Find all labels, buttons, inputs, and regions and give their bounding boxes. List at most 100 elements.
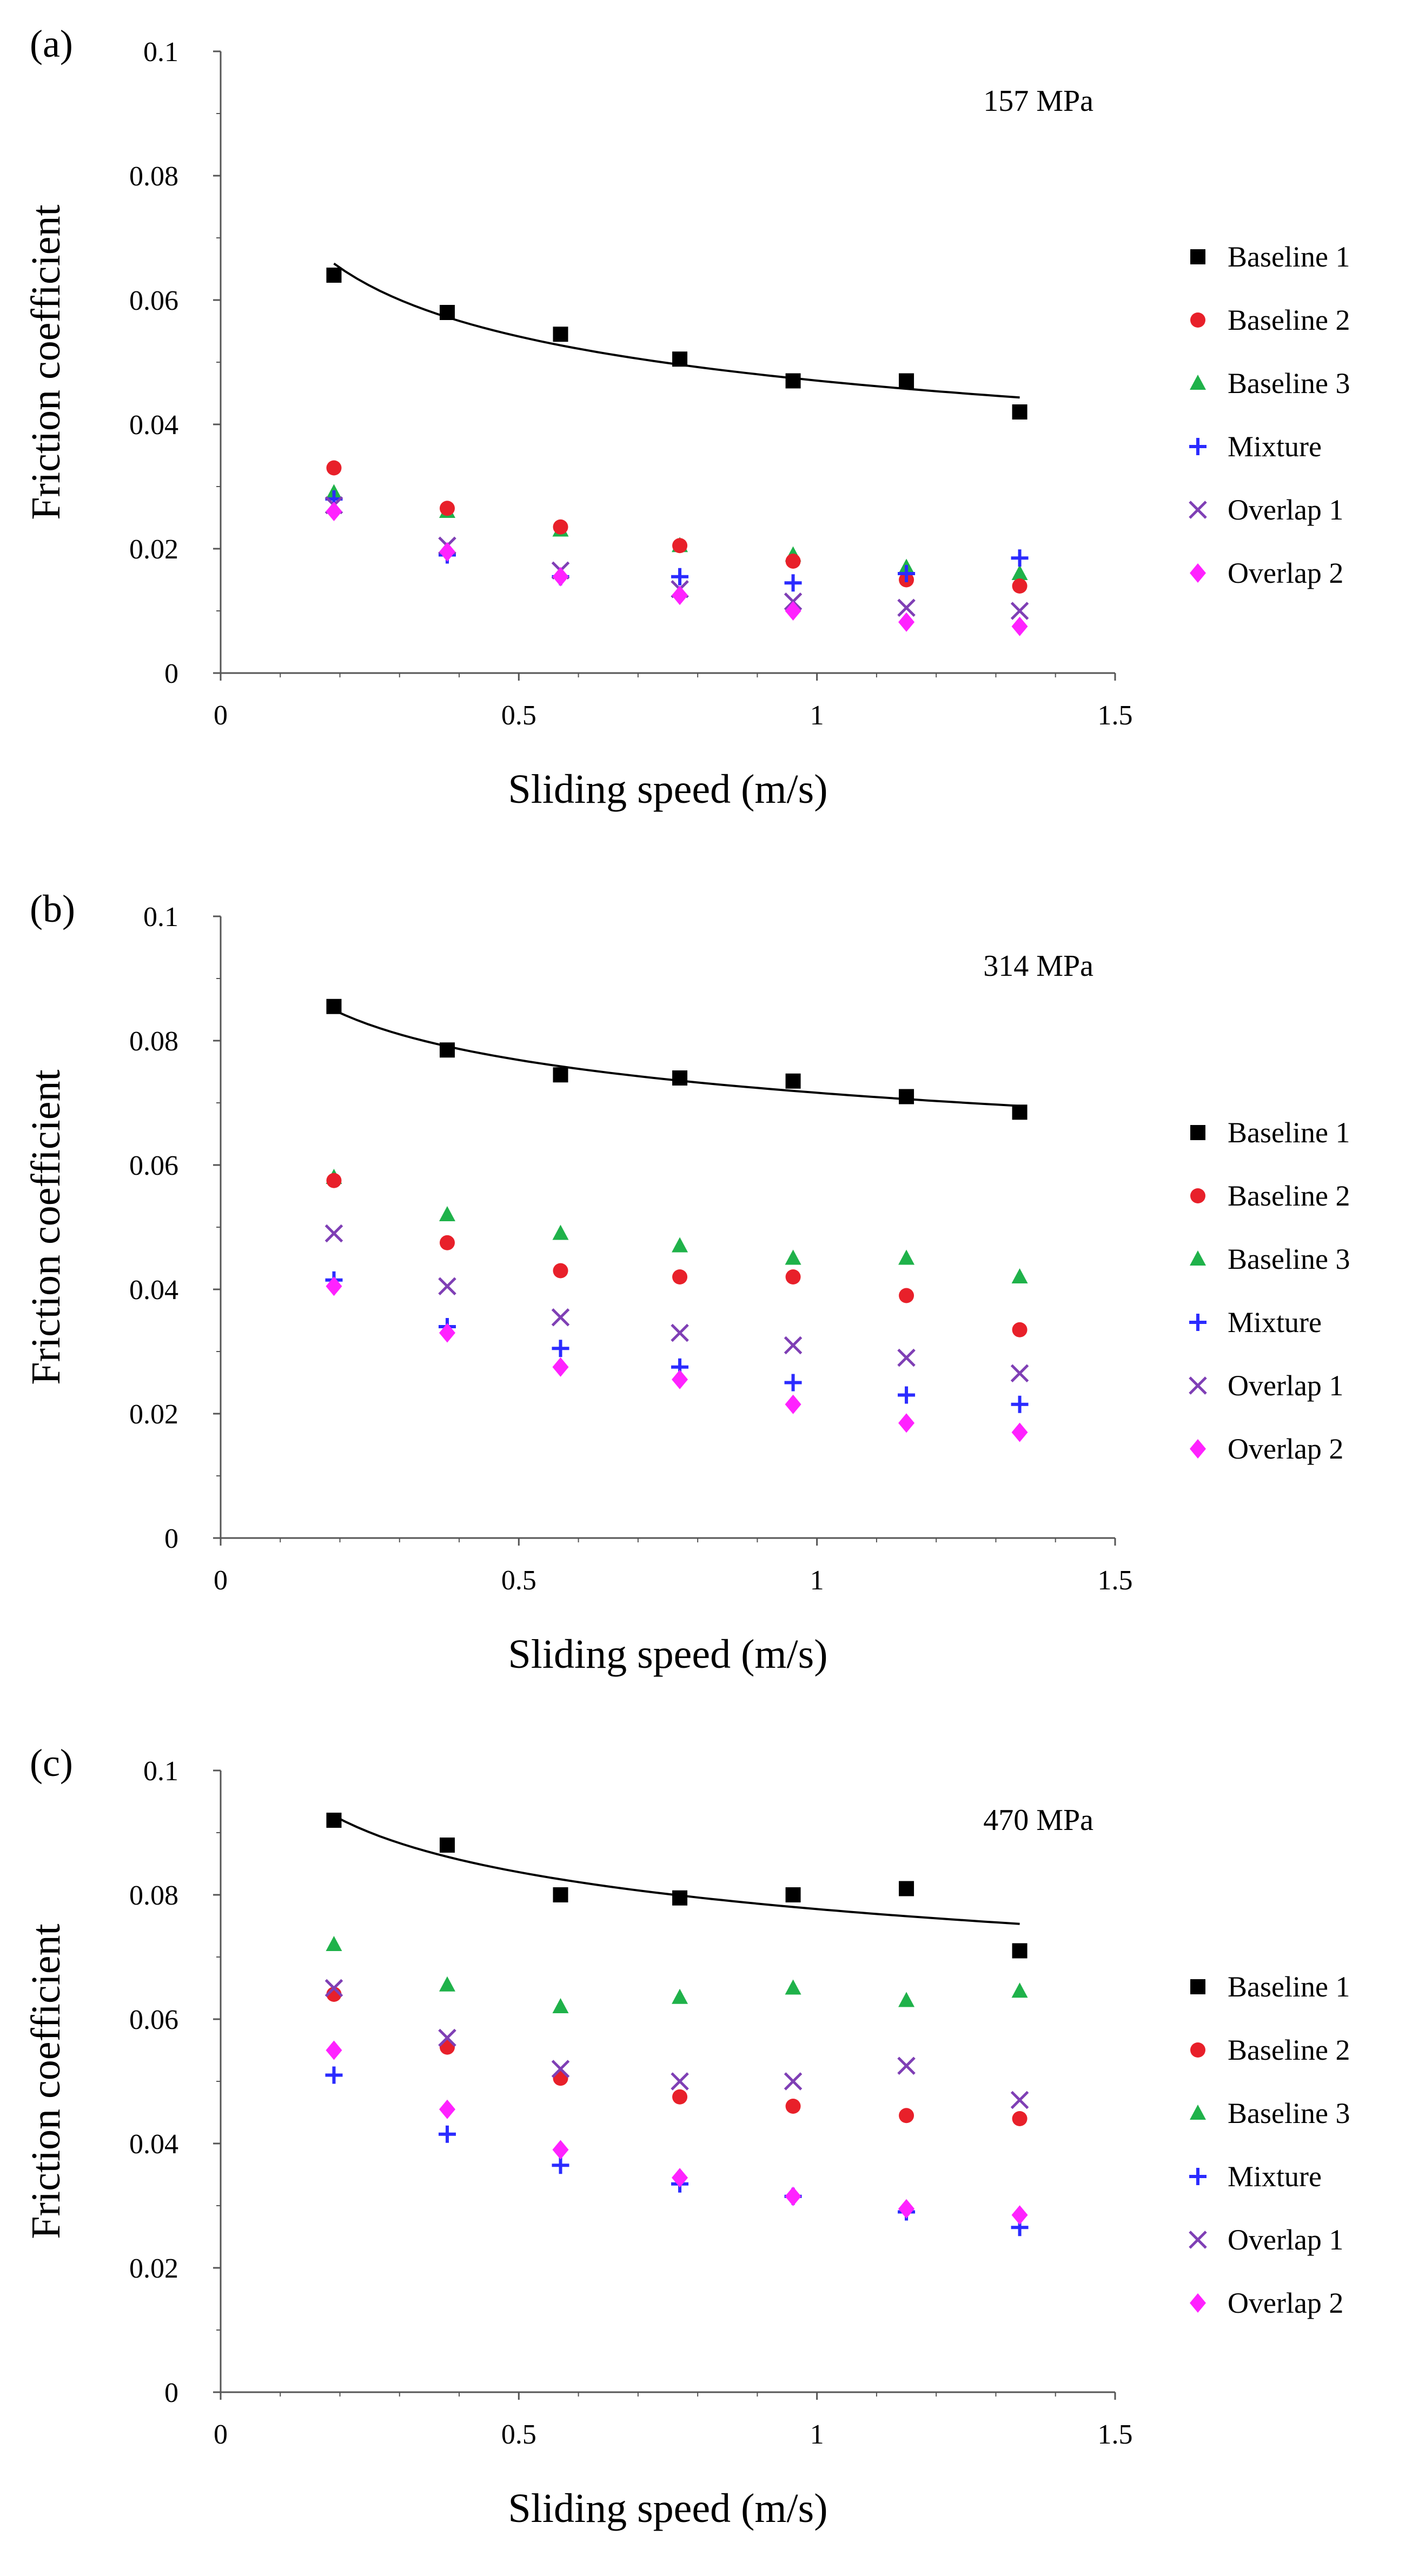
y-tick-label: 0 (164, 2378, 178, 2408)
data-point (324, 1224, 343, 1243)
data-point (672, 1070, 688, 1086)
legend-label: Overlap 2 (1228, 1433, 1343, 1465)
legend-label: Overlap 1 (1228, 2224, 1343, 2256)
x-tick-label: 0.5 (501, 2419, 536, 2450)
data-point (1012, 1943, 1027, 1959)
data-point (672, 1369, 688, 1389)
x-tick-label: 1.5 (1098, 1565, 1133, 1596)
legend-marker (1189, 438, 1207, 455)
data-point (785, 373, 801, 389)
data-point (438, 2028, 456, 2047)
y-tick-label: 0.02 (129, 1399, 178, 1430)
data-point (326, 268, 342, 283)
trendline-baseline-1 (333, 1815, 1020, 1925)
y-tick-label: 0.06 (129, 285, 178, 316)
data-point (898, 1992, 915, 2007)
x-axis-title: Sliding speed (m/s) (508, 767, 827, 812)
y-tick-label: 0.08 (129, 1026, 178, 1057)
data-point (552, 1998, 569, 2013)
data-point (898, 565, 916, 582)
legend-marker (1190, 249, 1205, 264)
data-point (785, 2099, 801, 2114)
x-tick-label: 1.5 (1098, 2419, 1133, 2450)
data-point (1010, 2091, 1029, 2109)
legend-label: Baseline 2 (1228, 1180, 1350, 1212)
legend-marker (1190, 375, 1206, 390)
legend-label: Mixture (1228, 2160, 1322, 2193)
data-point (552, 2140, 569, 2160)
data-point (440, 1235, 455, 1250)
data-point (553, 1067, 568, 1083)
data-point (898, 1413, 915, 1433)
y-tick-label: 0.08 (129, 161, 178, 192)
legend-marker (1190, 1439, 1206, 1459)
legend-label: Mixture (1228, 430, 1322, 463)
data-point (899, 1881, 914, 1896)
x-tick-label: 0.5 (501, 700, 536, 731)
legend-label: Baseline 3 (1228, 2097, 1350, 2129)
legend-label: Baseline 2 (1228, 304, 1350, 336)
legend-marker (1190, 1250, 1206, 1266)
pressure-annotation: 314 MPa (983, 949, 1093, 983)
legend-marker (1190, 2293, 1206, 2313)
data-point (899, 373, 914, 389)
data-point (785, 1269, 801, 1284)
data-point (785, 601, 801, 621)
data-point (1012, 578, 1027, 594)
pressure-annotation: 470 MPa (983, 1803, 1093, 1837)
panel-label: (c) (30, 1741, 73, 1785)
data-point (1011, 549, 1029, 567)
data-point (897, 2056, 916, 2075)
data-point (551, 1308, 570, 1327)
x-tick-label: 0 (214, 1565, 228, 1596)
y-tick-label: 0.02 (129, 2253, 178, 2284)
data-point (326, 1276, 342, 1296)
legend-marker (1189, 2168, 1207, 2185)
x-tick-label: 1 (810, 1565, 824, 1596)
y-tick-label: 0.04 (129, 2129, 178, 2160)
y-tick-label: 0.08 (129, 1880, 178, 1911)
data-point (439, 2099, 456, 2119)
data-point (898, 1386, 916, 1404)
data-point (897, 598, 916, 617)
data-point (440, 1838, 455, 1853)
data-point (1011, 1982, 1028, 1998)
legend-marker (1190, 1188, 1205, 1203)
data-point (1010, 1364, 1029, 1383)
data-point (672, 1988, 688, 2004)
data-point (672, 351, 688, 367)
data-point (552, 1340, 569, 1357)
legend-marker (1190, 563, 1206, 583)
data-point (785, 1073, 801, 1089)
data-point (784, 1336, 803, 1355)
y-tick-label: 0 (164, 1523, 178, 1554)
data-point (785, 2186, 801, 2206)
legend-marker (1190, 1979, 1205, 1994)
data-point (785, 554, 801, 569)
data-point (672, 1890, 688, 1906)
legend-marker (1190, 1125, 1205, 1140)
chart-panel-1: (a) 0 0.02 0.04 0.06 0.08 0.1 0 0.5 1 1.5 Sliding s… (23, 22, 1350, 812)
x-axis-title: Sliding speed (m/s) (508, 2486, 827, 2531)
data-point (552, 567, 569, 587)
data-point (438, 1277, 456, 1296)
data-point (899, 1288, 914, 1303)
data-point (784, 1374, 802, 1392)
y-tick-label: 0.06 (129, 1150, 178, 1181)
data-point (440, 501, 455, 516)
data-point (552, 1357, 569, 1377)
data-point (439, 1206, 456, 1221)
data-point (439, 2125, 456, 2143)
legend: Baseline 1 Baseline 2 Baseline 3 Mixture Ove… (1189, 1116, 1350, 1465)
panel-label: (b) (30, 887, 75, 930)
legend: Baseline 1 Baseline 2 Baseline 3 Mixture Ove… (1189, 1971, 1350, 2319)
y-tick-label: 0.02 (129, 534, 178, 565)
data-point (1010, 602, 1029, 620)
y-tick-label: 0.1 (143, 37, 178, 68)
data-point (324, 1979, 343, 1998)
y-tick-label: 0.06 (129, 2005, 178, 2035)
legend-label: Baseline 3 (1228, 367, 1350, 400)
data-point (326, 1813, 342, 1828)
legend-marker (1189, 1314, 1207, 1331)
data-point (1011, 1395, 1029, 1413)
